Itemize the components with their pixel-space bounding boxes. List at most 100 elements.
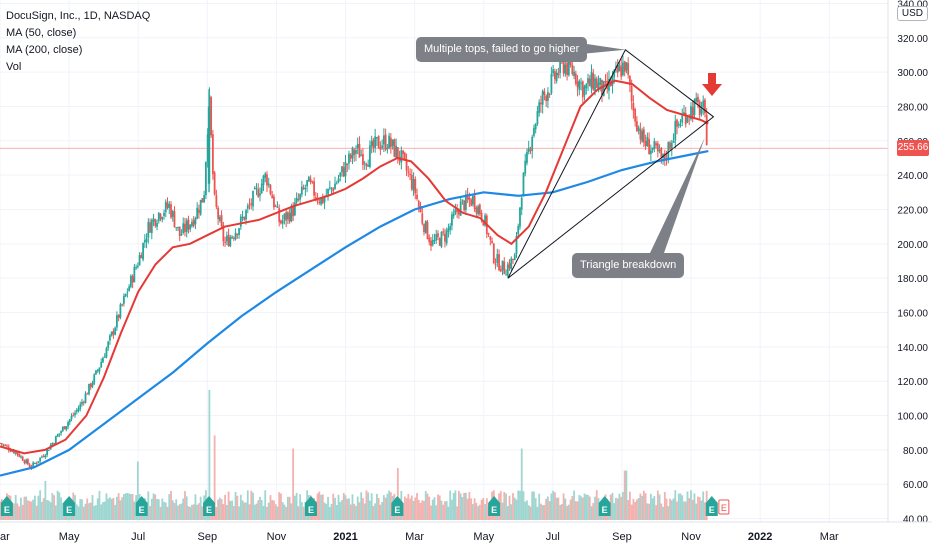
candle-body xyxy=(313,181,315,196)
volume-bar xyxy=(419,502,422,520)
volume-bar xyxy=(683,501,685,520)
volume-bar xyxy=(623,470,626,520)
volume-bar xyxy=(519,490,521,520)
candle-body xyxy=(402,150,404,154)
candle-body xyxy=(426,222,429,239)
candle-body xyxy=(229,237,232,247)
candle-body xyxy=(489,236,492,240)
candle-body xyxy=(257,189,260,197)
candle-body xyxy=(656,143,659,152)
volume-bar xyxy=(164,502,167,520)
candle-body xyxy=(559,57,562,73)
candle-body xyxy=(238,228,240,235)
earnings-upcoming-letter: E xyxy=(721,503,727,513)
volume-bar xyxy=(198,503,200,520)
candle-body xyxy=(81,401,83,405)
candle-body xyxy=(498,254,500,271)
candle-body xyxy=(424,220,427,233)
volume-bar xyxy=(587,494,589,520)
volume-bar xyxy=(330,503,333,520)
volume-bar xyxy=(217,499,220,520)
candle-body xyxy=(56,434,59,437)
candle-body xyxy=(417,200,420,207)
volume-bar xyxy=(274,504,277,520)
price-axis[interactable]: 40.00 60.00 80.00 100.00 120.00 140.00 160.00 1… xyxy=(887,0,932,550)
volume-bar xyxy=(470,498,473,520)
volume-bar xyxy=(592,503,595,520)
candle-body xyxy=(109,335,111,341)
candle-body xyxy=(679,124,682,126)
volume-bar xyxy=(13,503,15,520)
candle-body xyxy=(122,295,125,304)
volume-bar xyxy=(267,502,270,520)
legend-volume[interactable]: Vol xyxy=(6,61,22,73)
candle-body xyxy=(246,205,249,209)
candle-body xyxy=(264,173,267,178)
callout-multiple-tops[interactable]: Multiple tops, failed to go higher xyxy=(416,37,588,62)
candle-body xyxy=(40,456,43,458)
candle-body xyxy=(581,81,584,98)
volume-bar xyxy=(700,500,703,520)
candle-body xyxy=(234,232,237,240)
ma200-line xyxy=(0,150,709,477)
volume-bar xyxy=(260,500,263,520)
volume-bar xyxy=(480,499,483,520)
candle-body xyxy=(147,221,150,238)
volume-bar xyxy=(541,505,544,520)
candle-body xyxy=(704,99,706,114)
candle-body xyxy=(136,265,139,268)
candle-body xyxy=(185,220,188,233)
volume-bar xyxy=(585,494,588,520)
candle-body xyxy=(175,227,178,229)
volume-bar xyxy=(557,497,560,520)
candle-body xyxy=(629,76,631,86)
candle-body xyxy=(189,224,192,230)
candle-body xyxy=(121,304,124,306)
candle-body xyxy=(9,450,12,452)
candle-body xyxy=(435,234,438,241)
candle-body xyxy=(318,201,321,204)
candle-body xyxy=(466,194,469,200)
candle-body xyxy=(384,134,387,150)
legend-ma50[interactable]: MA (50, close) xyxy=(6,27,77,39)
callout-triangle-breakdown[interactable]: Triangle breakdown xyxy=(572,253,685,278)
volume-bar xyxy=(405,498,408,520)
volume-bar xyxy=(688,498,691,520)
candle-body xyxy=(646,137,649,147)
currency-badge[interactable]: USD xyxy=(896,6,928,21)
volume-bar xyxy=(100,504,103,520)
candle-body xyxy=(627,63,630,75)
candle-body xyxy=(459,201,462,216)
legend-symbol[interactable]: DocuSign, Inc., 1D, NASDAQ xyxy=(6,10,151,22)
candle-body xyxy=(421,213,424,224)
candle-body xyxy=(690,106,692,120)
volume-bar xyxy=(546,496,549,520)
volume-bar xyxy=(231,500,233,520)
volume-bar xyxy=(30,501,33,520)
volume-bar xyxy=(445,501,448,520)
volume-bar xyxy=(676,501,678,520)
candle-body xyxy=(140,255,143,259)
volume-bar xyxy=(316,493,319,520)
candle-body xyxy=(218,216,221,221)
candle-body xyxy=(698,101,701,116)
candle-body xyxy=(655,143,657,146)
volume-bar xyxy=(646,503,649,520)
volume-bar xyxy=(365,490,368,520)
candle-body xyxy=(501,260,504,271)
candle-body xyxy=(27,459,29,465)
volume-bar xyxy=(243,502,246,520)
candle-body xyxy=(546,92,549,101)
candle-body xyxy=(163,212,165,217)
volume-bar xyxy=(632,498,635,520)
candle-body xyxy=(128,286,131,292)
candle-body xyxy=(670,143,673,149)
candle-body xyxy=(311,181,314,183)
time-axis[interactable]: ar May Jul Sep Nov 2021 Mar May Jul Sep Nov 2022 Mar xyxy=(0,521,932,550)
legend-ma200[interactable]: MA (200, close) xyxy=(6,44,83,56)
y-tick-label: 180.00 xyxy=(897,274,928,285)
candle-body xyxy=(260,183,263,194)
candle-body xyxy=(503,261,506,274)
volume-bar xyxy=(116,496,118,520)
